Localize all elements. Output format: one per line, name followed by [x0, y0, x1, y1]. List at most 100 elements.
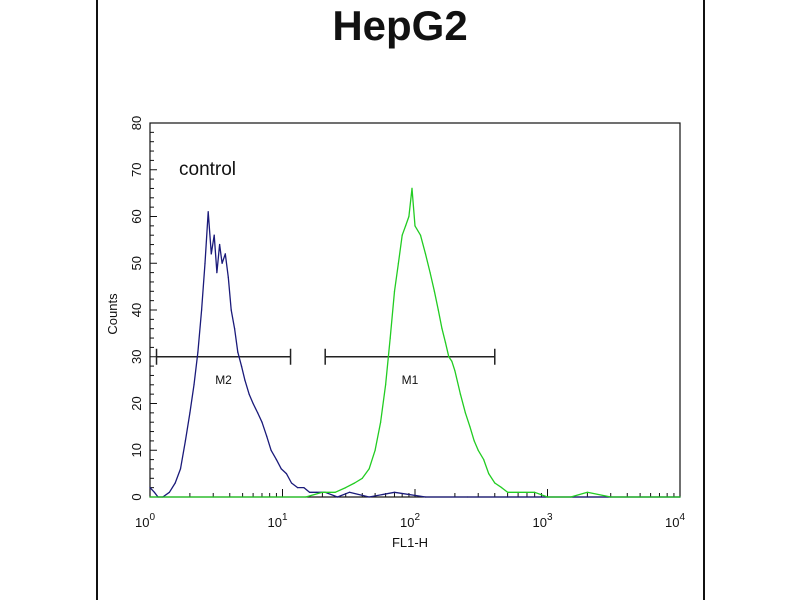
data-point [464, 412, 466, 414]
data-point [501, 487, 503, 489]
x-tick-label: 101 [267, 512, 287, 530]
data-point [281, 496, 284, 498]
y-tick-label: 80 [129, 116, 144, 130]
data-point [174, 482, 176, 484]
data-point [389, 337, 391, 339]
data-point [380, 421, 382, 423]
data-point [184, 440, 186, 442]
data-point [315, 491, 317, 493]
data-point [454, 370, 456, 372]
data-point [348, 491, 350, 493]
data-point [368, 496, 370, 498]
data-point [308, 491, 311, 493]
x-tick-label: 104 [665, 512, 685, 530]
data-point [234, 328, 236, 330]
y-axis-label: Counts [105, 293, 120, 335]
data-point [252, 402, 254, 405]
y-tick-label: 70 [129, 163, 144, 177]
data-point [354, 482, 356, 484]
annotation-control: control [179, 159, 236, 180]
data-point [444, 342, 447, 344]
data-point [153, 491, 155, 493]
data-point [477, 449, 479, 451]
series-0 [149, 211, 681, 498]
data-point [405, 225, 407, 227]
data-point [219, 243, 221, 246]
data-point [408, 215, 410, 218]
data-point [230, 309, 232, 311]
data-point [411, 187, 413, 189]
data-point [414, 225, 416, 227]
gate-m2: M2 [155, 348, 292, 387]
data-point [534, 491, 536, 493]
data-point [467, 496, 469, 498]
data-point [290, 482, 293, 484]
y-tick-label: 60 [129, 209, 144, 223]
data-point [393, 290, 396, 292]
x-tick-base: 10 [400, 515, 414, 530]
data-point [469, 426, 471, 428]
y-tick-label: 0 [129, 493, 144, 500]
data-point [433, 290, 435, 292]
data-point [451, 360, 453, 362]
data-point [570, 496, 572, 498]
data-point [168, 491, 170, 493]
series-1 [149, 187, 681, 498]
gates-layer: M2 M1 [155, 348, 496, 387]
data-point [197, 351, 199, 353]
x-tick-base: 10 [267, 515, 281, 530]
data-point [610, 496, 612, 498]
x-tick-base: 10 [665, 515, 679, 530]
data-point [448, 356, 450, 358]
data-point [201, 309, 203, 311]
data-point [546, 496, 549, 498]
data-point [285, 473, 287, 475]
data-point [237, 351, 239, 353]
data-point [213, 234, 215, 236]
data-point [204, 262, 206, 264]
data-point [679, 496, 681, 498]
data-point [275, 459, 277, 461]
gate-m1: M1 [324, 348, 496, 387]
x-tick-base: 10 [532, 515, 546, 530]
data-point [207, 211, 209, 213]
data-point [280, 468, 282, 470]
gate-label: M1 [402, 373, 419, 387]
x-tick-label: 103 [532, 512, 552, 530]
data-point [244, 379, 246, 381]
data-point [240, 365, 243, 367]
data-point [488, 473, 490, 475]
y-tick-label: 20 [129, 396, 144, 410]
data-point [639, 496, 641, 498]
data-point [149, 496, 151, 498]
data-point [507, 491, 509, 493]
data-point [441, 328, 443, 330]
data-point [345, 487, 347, 489]
data-point [270, 449, 272, 451]
data-point [224, 253, 226, 255]
data-point [393, 491, 396, 493]
data-point [494, 482, 496, 484]
data-point [336, 496, 339, 498]
data-point [221, 262, 223, 264]
data-point [507, 496, 509, 498]
data-point [297, 487, 299, 489]
data-point [321, 491, 323, 493]
series-layer [149, 187, 681, 498]
data-point [374, 449, 376, 451]
data-point [303, 487, 305, 489]
x-tick-exponent: 2 [414, 512, 420, 523]
right-frame-line [703, 0, 705, 600]
data-point [261, 421, 263, 423]
data-point [419, 234, 422, 236]
data-point [334, 491, 336, 493]
data-point [189, 412, 191, 414]
data-point [266, 435, 268, 437]
data-point [368, 468, 370, 470]
data-point [517, 491, 519, 493]
data-point [305, 496, 307, 498]
x-tick-exponent: 0 [149, 512, 155, 523]
data-point [361, 477, 363, 479]
